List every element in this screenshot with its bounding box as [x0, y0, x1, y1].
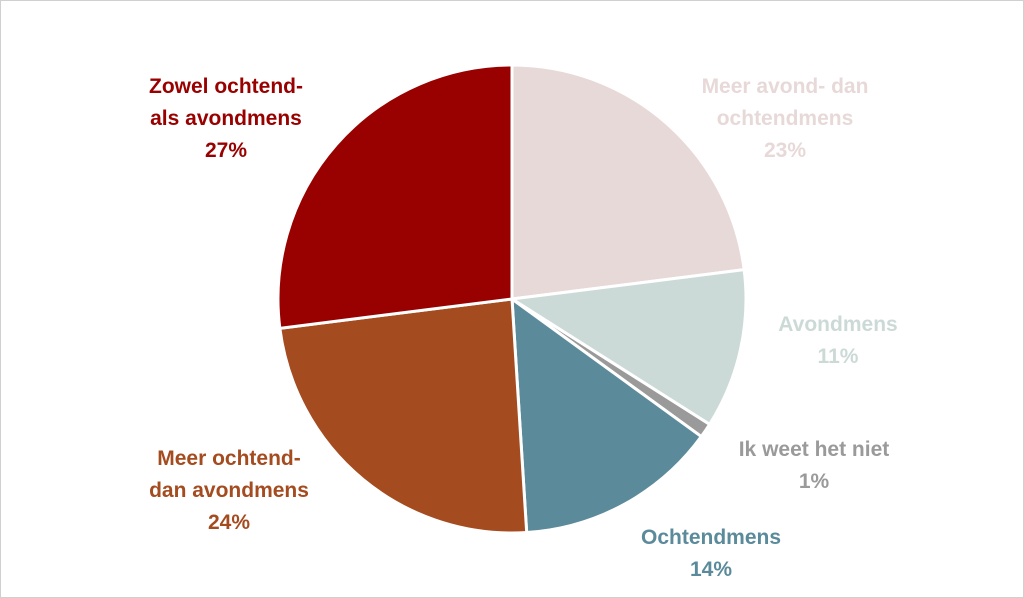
pie-slice: [510, 63, 746, 301]
category-label: Avondmens: [778, 313, 898, 336]
pie-slice: [276, 63, 514, 331]
category-label: Meer ochtend- dan avondmens: [149, 447, 309, 502]
pie-slice: [507, 267, 748, 427]
slice-label: Ik weet het niet 1%: [739, 434, 890, 498]
value-label: 14%: [689, 558, 733, 581]
pie-slice: [510, 295, 704, 535]
slice-label: Avondmens 11%: [778, 309, 897, 373]
slice-label: Zowel ochtend- als avondmens 27%: [149, 71, 303, 167]
slice-label: Ochtendmens 14%: [641, 522, 781, 586]
slice-label: Meer avond- dan ochtendmens 23%: [702, 71, 869, 167]
value-label: 1%: [798, 470, 830, 493]
slice-label: Meer ochtend- dan avondmens 24%: [149, 443, 309, 539]
value-label: 24%: [207, 511, 251, 534]
value-label: 23%: [763, 139, 807, 162]
value-label: 27%: [204, 139, 248, 162]
pie-slice: [278, 297, 529, 535]
category-label: Ochtendmens: [640, 526, 782, 549]
category-label: Zowel ochtend- als avondmens: [149, 75, 303, 130]
value-label: 11%: [817, 345, 859, 368]
category-label: Meer avond- dan ochtendmens: [701, 75, 869, 130]
category-label: Ik weet het niet: [738, 438, 890, 461]
